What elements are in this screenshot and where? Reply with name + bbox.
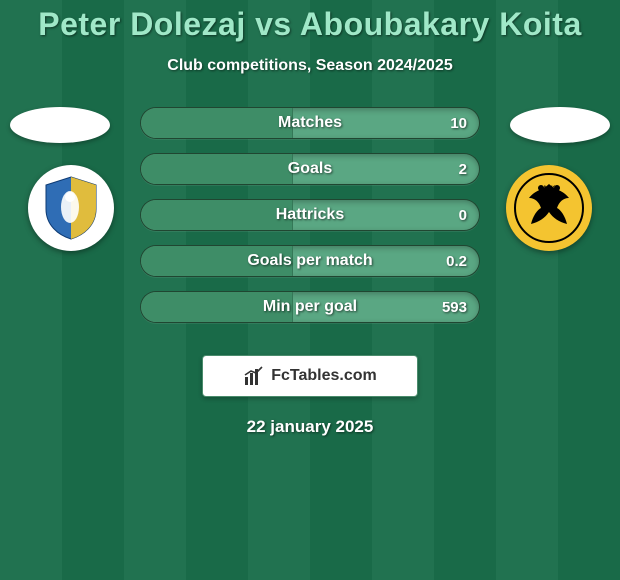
aek-icon: ΑΕΚ — [513, 172, 585, 244]
stat-bar-min-per-goal: Min per goal 593 — [140, 291, 480, 323]
club-badge-left — [28, 165, 114, 251]
bar-value-right: 0 — [459, 200, 467, 230]
panetolikos-icon — [36, 173, 106, 243]
comparison-stage: ΑΕΚ Matches 10 Goals 2 Hattricks 0 — [0, 107, 620, 337]
bar-fill-left — [141, 246, 293, 276]
svg-text:ΑΕΚ: ΑΕΚ — [543, 186, 556, 192]
stat-bar-goals: Goals 2 — [140, 153, 480, 185]
club-badge-right: ΑΕΚ — [506, 165, 592, 251]
page-title: Peter Dolezaj vs Aboubakary Koita — [0, 0, 620, 43]
bar-fill-left — [141, 108, 293, 138]
stat-bar-matches: Matches 10 — [140, 107, 480, 139]
brand-text: FcTables.com — [271, 367, 377, 385]
bar-fill-left — [141, 200, 293, 230]
bar-fill-left — [141, 154, 293, 184]
stat-bar-goals-per-match: Goals per match 0.2 — [140, 245, 480, 277]
brand-badge: FcTables.com — [202, 355, 418, 397]
stat-bar-hattricks: Hattricks 0 — [140, 199, 480, 231]
bar-value-right: 0.2 — [446, 246, 467, 276]
bar-value-right: 2 — [459, 154, 467, 184]
bar-value-right: 593 — [442, 292, 467, 322]
chart-icon — [243, 365, 265, 387]
date-label: 22 january 2025 — [0, 417, 620, 437]
flag-left — [10, 107, 110, 143]
subtitle: Club competitions, Season 2024/2025 — [0, 57, 620, 75]
flag-right — [510, 107, 610, 143]
bar-value-right: 10 — [450, 108, 467, 138]
stat-bars: Matches 10 Goals 2 Hattricks 0 Goals per… — [140, 107, 480, 337]
bar-fill-left — [141, 292, 293, 322]
